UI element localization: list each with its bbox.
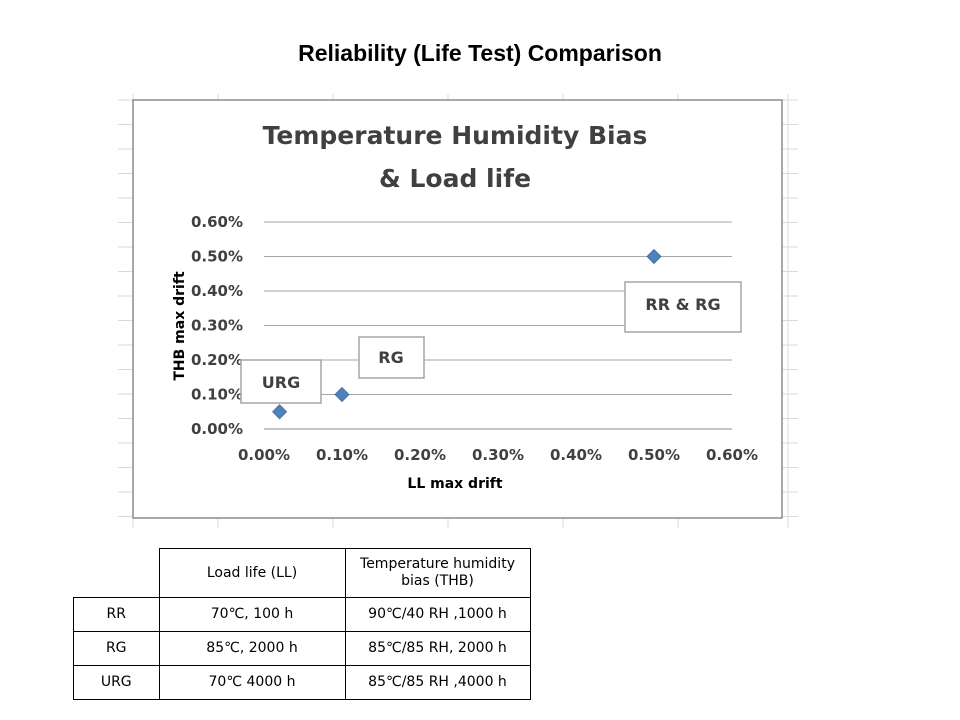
y-tick-label: 0.20% xyxy=(191,351,243,369)
data-point-marker xyxy=(272,404,288,420)
callout-box-rg xyxy=(358,336,425,379)
table-row: RG 85℃, 2000 h 85℃/85 RH, 2000 h xyxy=(73,631,531,666)
table-cell: 70℃, 100 h xyxy=(158,597,346,632)
table-cell: 70℃ 4000 h xyxy=(158,665,346,700)
callout-box-rr-rg xyxy=(624,281,742,333)
callout-box-urg xyxy=(240,359,322,404)
table-cell: 90℃/40 RH ,1000 h xyxy=(344,597,531,632)
table-header-cell: Load life (LL) xyxy=(158,548,346,598)
y-tick-labels: 0.00% 0.10% 0.20% 0.30% 0.40% 0.50% 0.60% xyxy=(191,213,243,438)
callout-label-rg: RG xyxy=(378,348,403,367)
chart-title-line-2: & Load life xyxy=(379,164,531,193)
y-tick-label: 0.60% xyxy=(191,213,243,231)
table-cell: RG xyxy=(73,631,160,666)
x-tick-label: 0.30% xyxy=(472,446,524,464)
y-tick-label: 0.40% xyxy=(191,282,243,300)
x-tick-label: 0.60% xyxy=(706,446,758,464)
table-cell: URG xyxy=(73,665,160,700)
x-tick-label: 0.10% xyxy=(316,446,368,464)
table-cell: 85℃, 2000 h xyxy=(158,631,346,666)
slide-title: Reliability (Life Test) Comparison xyxy=(298,40,662,66)
table-header-cell: Temperature humidity bias (THB) xyxy=(344,548,531,598)
table-cell: 85℃/85 RH, 2000 h xyxy=(344,631,531,666)
table-cell: RR xyxy=(73,597,160,632)
table-row: URG 70℃ 4000 h 85℃/85 RH ,4000 h xyxy=(73,665,531,700)
table-cell: 85℃/85 RH ,4000 h xyxy=(344,665,531,700)
data-point-marker xyxy=(334,386,350,403)
y-tick-label: 0.00% xyxy=(191,420,243,438)
x-tick-label: 0.20% xyxy=(394,446,446,464)
table-corner-cell xyxy=(73,548,160,598)
scatter-chart: Temperature Humidity Bias & Load life 0.… xyxy=(118,94,798,528)
annotation-callouts: URG RG RR & RG xyxy=(240,281,742,404)
test-conditions-table: Load life (LL) Temperature humidity bias… xyxy=(73,548,531,700)
y-tick-label: 0.10% xyxy=(191,386,243,404)
x-tick-label: 0.00% xyxy=(238,446,290,464)
y-tick-label: 0.50% xyxy=(191,248,243,266)
chart-title-line-1: Temperature Humidity Bias xyxy=(263,121,648,150)
x-tick-labels: 0.00% 0.10% 0.20% 0.30% 0.40% 0.50% 0.60% xyxy=(238,446,758,464)
x-tick-label: 0.40% xyxy=(550,446,602,464)
callout-label-urg: URG xyxy=(262,373,300,392)
data-points xyxy=(272,248,662,420)
y-axis-label: THB max drift xyxy=(172,271,188,381)
table-row: RR 70℃, 100 h 90℃/40 RH ,1000 h xyxy=(73,597,531,632)
data-point-marker xyxy=(646,248,662,265)
x-tick-label: 0.50% xyxy=(628,446,680,464)
table-header-row: Load life (LL) Temperature humidity bias… xyxy=(73,548,531,598)
callout-label-rr-rg: RR & RG xyxy=(645,295,720,314)
x-axis-label: LL max drift xyxy=(407,476,502,492)
chart-area: Temperature Humidity Bias & Load life 0.… xyxy=(118,94,798,528)
y-tick-label: 0.30% xyxy=(191,317,243,335)
